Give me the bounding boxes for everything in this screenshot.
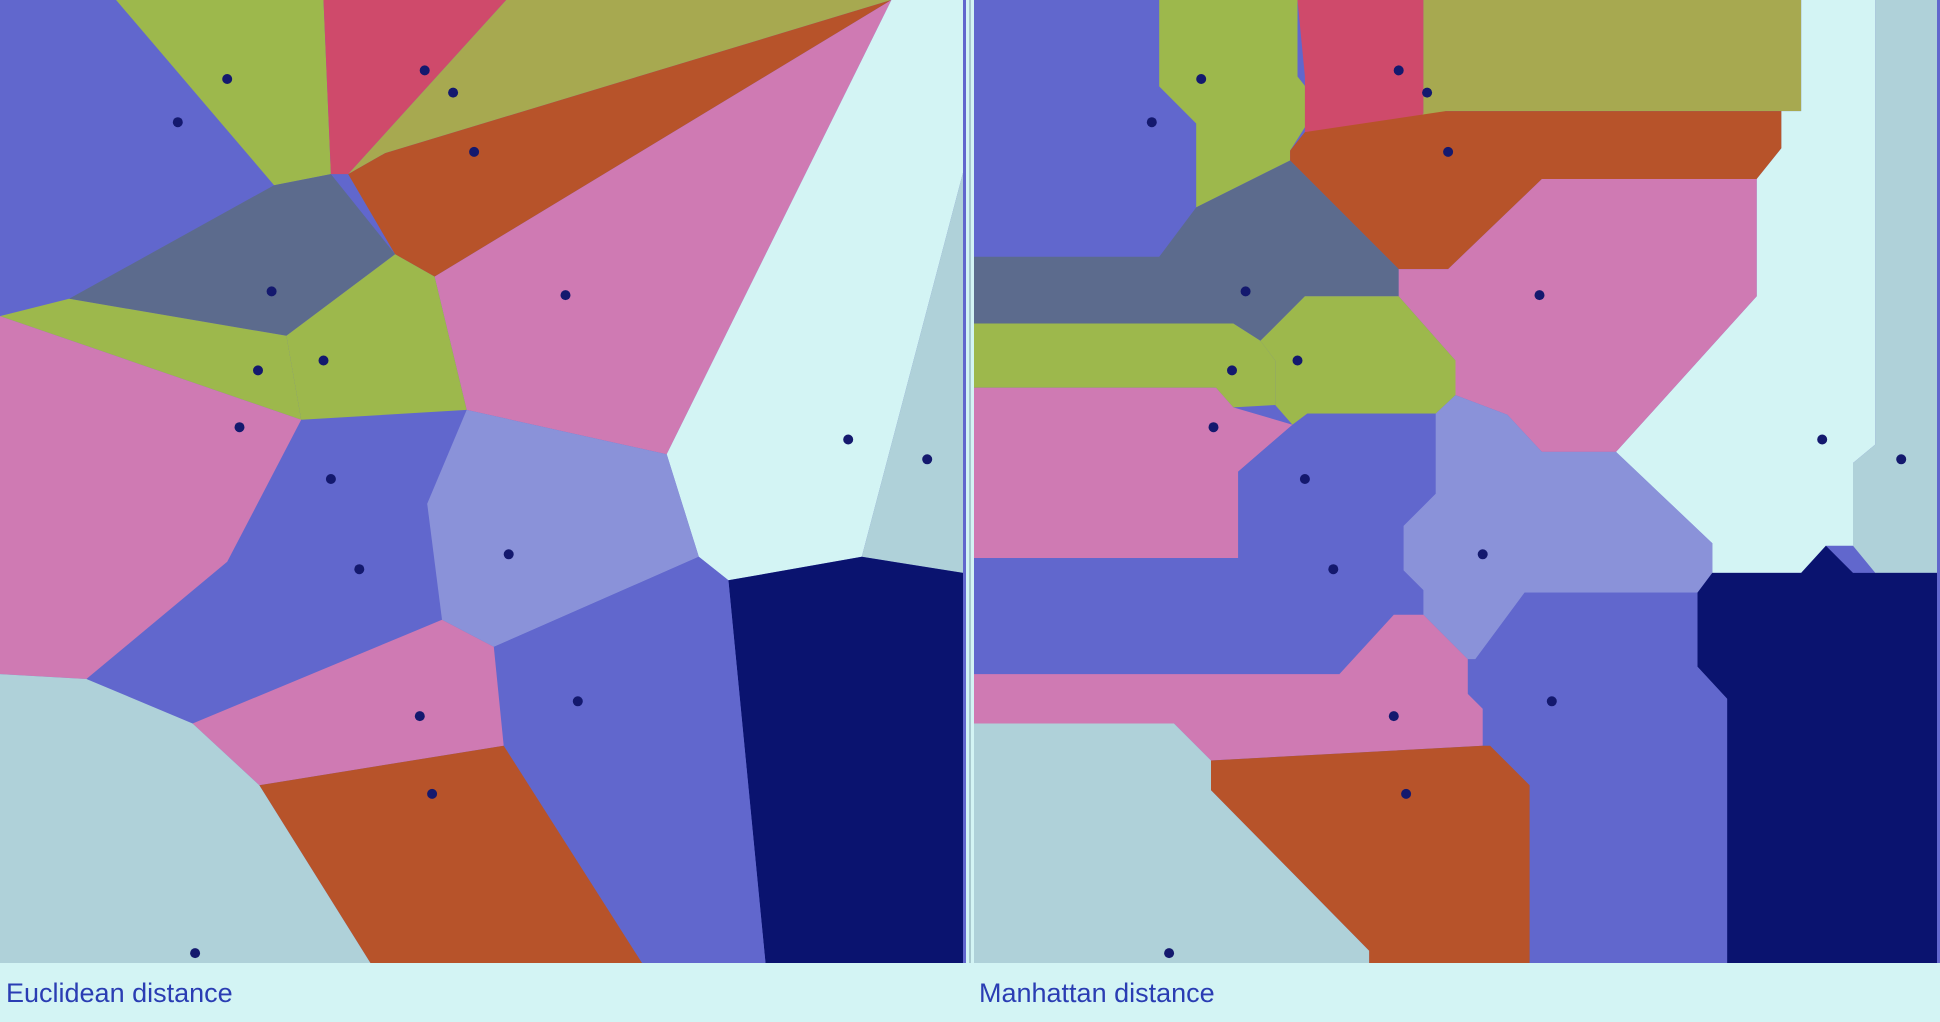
seed-point <box>253 365 263 376</box>
cell-khaki-top <box>1403 0 1802 133</box>
seed-point <box>1328 564 1339 575</box>
seed-point <box>1401 788 1412 799</box>
seed-point <box>419 65 430 76</box>
seed-point <box>222 74 233 84</box>
cell-powder-bottom <box>974 723 1370 963</box>
seed-point <box>1546 696 1557 707</box>
euclidean-caption: Euclidean distance <box>6 978 233 1008</box>
seed-point <box>1477 549 1488 560</box>
seed-point <box>1393 65 1404 76</box>
cell-crimson-top <box>323 0 507 175</box>
seed-point <box>1164 948 1175 959</box>
seed-point <box>469 146 480 157</box>
seed-point <box>1299 474 1310 484</box>
seed-point <box>1534 290 1545 301</box>
cell-blue-lower <box>493 556 766 963</box>
seed-point <box>266 286 277 297</box>
euclidean-voronoi-diagram <box>0 0 966 963</box>
seed-point <box>448 87 459 98</box>
seed-point <box>560 290 571 301</box>
panel-divider <box>966 0 974 963</box>
cell-light-cyan <box>1616 0 1876 573</box>
seed-point <box>427 788 438 799</box>
seed-point <box>922 454 933 465</box>
cell-olive-top <box>116 0 331 186</box>
cell-rust-lower <box>1211 745 1530 963</box>
cell-olive-mid <box>1260 296 1456 425</box>
cell-rust <box>348 0 892 277</box>
cell-blue-mid <box>974 413 1436 675</box>
cell-navy <box>1697 545 1937 963</box>
seed-point <box>1422 87 1433 98</box>
cell-powder-right <box>1853 0 1937 963</box>
cell-slate <box>69 174 396 336</box>
seed-point <box>325 474 336 484</box>
cell-pink-upper <box>434 0 892 455</box>
cell-blue-lower <box>1467 592 1728 963</box>
seed-point <box>1146 117 1157 128</box>
euclidean-voronoi-svg <box>0 0 966 963</box>
cell-olive-top <box>1159 0 1308 208</box>
seed-point <box>572 696 583 707</box>
seed-point <box>1196 74 1207 84</box>
seed-point <box>318 355 329 366</box>
seed-point <box>414 711 425 722</box>
cell-pink-lower <box>974 614 1483 761</box>
seed-point <box>1896 454 1907 465</box>
cell-rust-lower <box>259 745 642 963</box>
manhattan-voronoi-svg <box>974 0 1940 963</box>
seed-point <box>1388 711 1399 722</box>
cell-rust <box>1290 111 1782 270</box>
cell-periwinkle <box>427 409 699 647</box>
seed-point <box>1240 286 1251 297</box>
seed-point <box>1227 365 1237 376</box>
seed-point <box>172 117 183 128</box>
seed-point <box>354 564 365 575</box>
cell-olive-left <box>974 323 1276 408</box>
seed-point <box>1817 434 1828 445</box>
cell-periwinkle <box>1403 395 1713 660</box>
cell-navy <box>728 556 963 963</box>
seed-point <box>190 948 201 959</box>
cell-olive-mid <box>286 254 467 420</box>
seed-point <box>1208 422 1219 433</box>
cell-pink-left <box>0 316 302 679</box>
seed-point <box>503 549 514 560</box>
cell-pink-lower <box>192 619 504 786</box>
manhattan-caption: Manhattan distance <box>979 978 1215 1008</box>
seed-point <box>1443 146 1454 157</box>
cell-powder-bottom <box>0 674 371 963</box>
cell-powder-right <box>861 172 963 573</box>
cell-khaki-top <box>348 0 892 175</box>
manhattan-voronoi-diagram <box>974 0 1940 963</box>
cell-slate <box>974 160 1399 341</box>
cell-pink-upper <box>1398 179 1757 452</box>
cell-light-cyan <box>666 0 963 581</box>
seed-point <box>843 434 854 445</box>
seed-point <box>1292 355 1303 366</box>
seed-point <box>234 422 245 433</box>
cell-olive-left <box>0 298 302 420</box>
cell-crimson-top <box>1297 0 1424 133</box>
